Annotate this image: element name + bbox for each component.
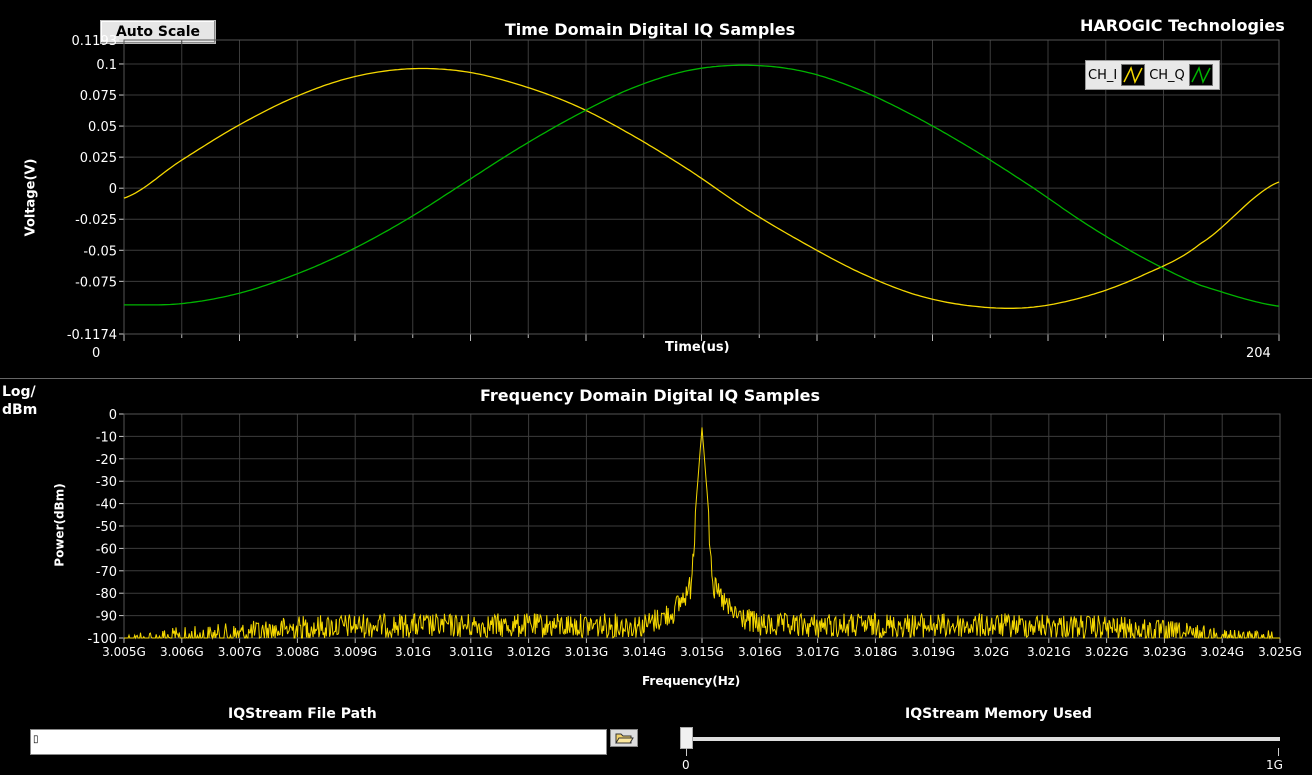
freq-x-tick-label: 3.013G [565, 645, 609, 659]
freq-x-tick-label: 3.011G [449, 645, 493, 659]
memory-min-label: 0 [682, 758, 690, 772]
freq-x-tick-label: 3.021G [1027, 645, 1071, 659]
freq-x-tick-label: 3.017G [796, 645, 840, 659]
memory-min-tick [686, 748, 687, 756]
legend-ch-i-swatch [1121, 64, 1146, 86]
freq-plot-title: Frequency Domain Digital IQ Samples [479, 386, 821, 405]
time-x-end: 204 [1246, 346, 1271, 361]
freq-y-tick-label: -40 [96, 498, 117, 513]
time-xlabel: Time(us) [665, 340, 730, 355]
time-y-tick-label: 0.05 [88, 120, 117, 135]
freq-plot-frame [123, 413, 1281, 639]
memory-slider-track [686, 737, 1280, 741]
brand-label: HAROGIC Technologies [1080, 16, 1285, 35]
time-plot-frame [123, 39, 1280, 335]
freq-scale-label-1: Log/ [2, 384, 36, 400]
freq-y-tick-label: -20 [96, 453, 117, 468]
memory-slider-thumb[interactable] [680, 727, 693, 749]
legend-ch-q-swatch [1188, 64, 1213, 86]
freq-x-tick-label: 3.025G [1258, 645, 1302, 659]
time-series-ch-q [124, 64, 1280, 307]
freq-y-tick-label: -100 [87, 632, 117, 647]
freq-scale-label-2: dBm [2, 402, 38, 418]
freq-plot[interactable]: 3.005G 3.006G 3.007G 3.008G 3.009G 3.01G 3.011… [0, 400, 1312, 696]
freq-x-tick-label: 3.008G [276, 645, 320, 659]
freq-ylabel: Power(dBm) [52, 483, 67, 567]
plots-divider [0, 378, 1312, 379]
time-series-ch-i [123, 67, 1280, 309]
freq-x-tick-label: 3.012G [507, 645, 551, 659]
freq-x-tick-label: 3.01G [395, 645, 431, 659]
time-plot[interactable]: 0.1193 0.1 0.075 0.05 0.025 0 -0.025 -0.05 -0.07… [0, 0, 1312, 378]
time-y-tick-label: 0.075 [80, 89, 117, 104]
freq-y-tick-label: -90 [96, 610, 117, 625]
folder-icon [615, 733, 634, 744]
time-x-start: 0 [92, 346, 101, 361]
time-y-tick-label: 0.1193 [72, 34, 118, 49]
freq-x-tick-label: 3.019G [911, 645, 955, 659]
file-path-input[interactable]: ▯ [30, 729, 607, 755]
freq-x-tick-label: 3.018G [854, 645, 898, 659]
freq-x-tick-label: 3.007G [218, 645, 262, 659]
time-y-tick-label: -0.05 [83, 244, 117, 259]
time-ylabel: Voltage(V) [23, 158, 39, 237]
freq-x-tick-label: 3.023G [1143, 645, 1187, 659]
time-plot-title: Time Domain Digital IQ Samples [504, 20, 796, 39]
freq-y-tick-label: 0 [109, 408, 117, 423]
time-y-tick-label: -0.025 [75, 213, 117, 228]
time-y-tick-label: 0 [109, 182, 117, 197]
freq-x-tick-label: 3.014G [622, 645, 666, 659]
memory-max-label: 1G [1266, 758, 1283, 772]
freq-x-tick-label: 3.022G [1085, 645, 1129, 659]
memory-max-tick [1278, 748, 1279, 756]
time-y-tick-label: -0.075 [75, 275, 117, 290]
time-y-tick-label: 0.025 [80, 151, 117, 166]
freq-y-tick-label: -10 [96, 430, 117, 445]
time-y-tick-label: 0.1 [96, 58, 117, 73]
freq-x-tick-label: 3.015G [680, 645, 724, 659]
freq-y-tick-label: -30 [96, 475, 117, 490]
time-y-tick-label: -0.1174 [67, 328, 117, 343]
freq-spectrum-trace [124, 427, 1280, 640]
time-legend: CH_I CH_Q [1085, 60, 1220, 90]
browse-folder-button[interactable] [610, 729, 638, 747]
freq-x-tick-label: 3.009G [333, 645, 377, 659]
freq-x-tick-label: 3.006G [160, 645, 204, 659]
legend-ch-i-label: CH_I [1088, 67, 1118, 83]
freq-x-tick-label: 3.005G [102, 645, 146, 659]
freq-y-tick-label: -70 [96, 565, 117, 580]
legend-ch-q-label: CH_Q [1149, 67, 1185, 83]
freq-x-tick-label: 3.02G [973, 645, 1009, 659]
freq-x-tick-label: 3.016G [738, 645, 782, 659]
freq-y-tick-label: -50 [96, 520, 117, 535]
freq-xlabel: Frequency(Hz) [642, 674, 741, 688]
memory-label: IQStream Memory Used [905, 706, 1092, 722]
text-cursor-glyph: ▯ [33, 734, 39, 745]
freq-y-tick-label: -60 [96, 542, 117, 557]
file-path-label: IQStream File Path [228, 706, 377, 722]
freq-y-tick-label: -80 [96, 587, 117, 602]
freq-x-tick-label: 3.024G [1200, 645, 1244, 659]
